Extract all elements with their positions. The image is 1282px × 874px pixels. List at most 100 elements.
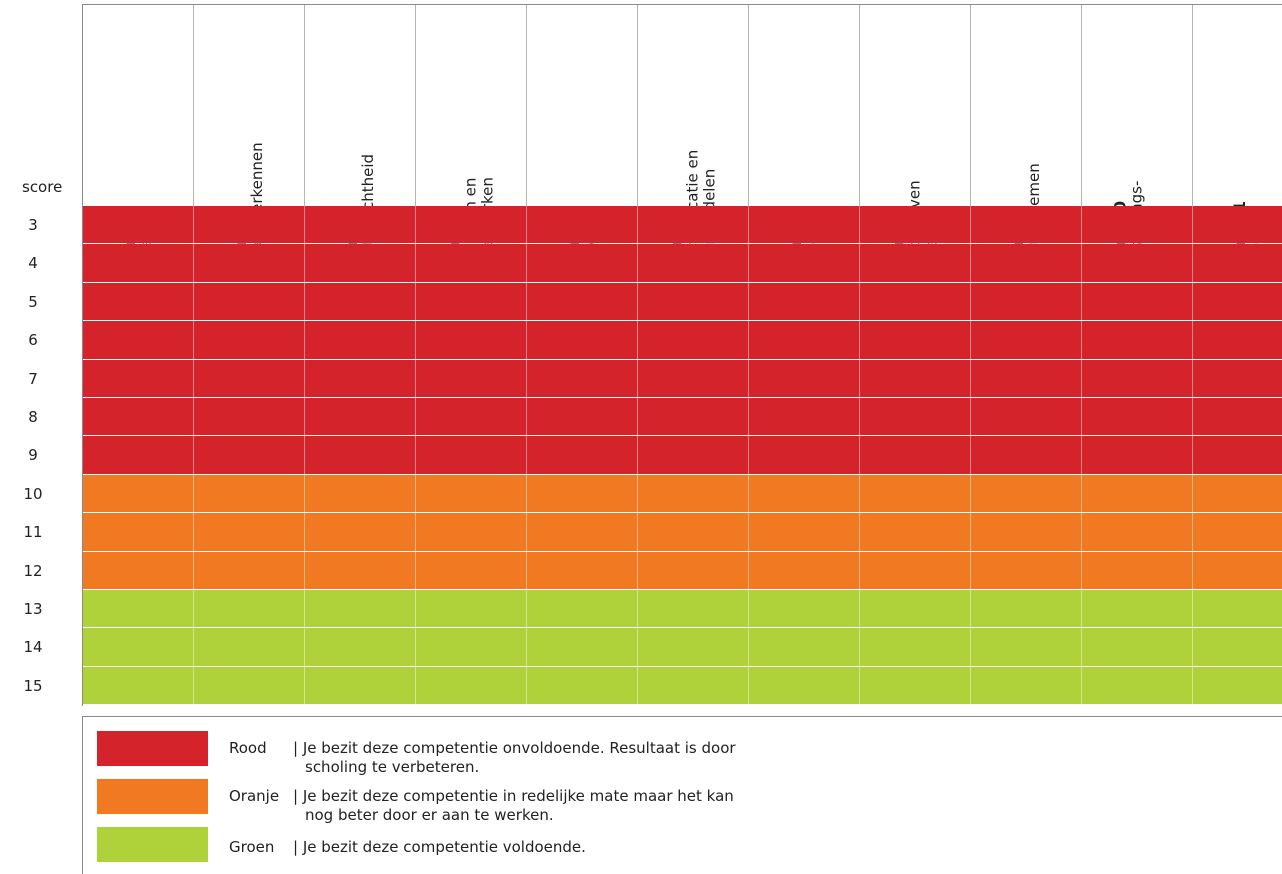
score-cell [305,360,416,397]
score-cell [1193,321,1282,358]
score-cell [638,321,749,358]
score-cell [194,513,305,550]
score-cell [749,552,860,589]
score-cell [1193,283,1282,320]
score-cell [971,436,1082,473]
score-cell [638,436,749,473]
score-cell [527,513,638,550]
score-cell [971,360,1082,397]
legend-name: Oranje [229,787,279,805]
score-cell [416,436,527,473]
score-cell [971,283,1082,320]
score-value: 6 [0,331,66,349]
score-cell [860,667,971,704]
score-header: score [22,178,62,196]
score-cell [83,667,194,704]
score-cell [971,667,1082,704]
score-cell [860,321,971,358]
score-cell [416,590,527,627]
score-cell [749,360,860,397]
legend: Rood | Je bezit deze competentie onvoldoe… [82,716,1282,874]
score-cell [860,206,971,243]
score-cell [305,552,416,589]
column-header-vraag-3: Vraag 3Marktgerichtheid [305,5,416,206]
column-header-vraag-2: Vraag 2Kansen herkennen [194,5,305,206]
score-cell [1193,398,1282,435]
score-row-15 [83,667,1282,705]
score-cell [527,590,638,627]
score-value: 7 [0,370,66,388]
score-cell [194,436,305,473]
score-cell [305,398,416,435]
score-row-6 [83,321,1282,359]
score-cell [194,398,305,435]
legend-description-line: | Je bezit deze competentie voldoende. [293,838,586,856]
score-cell [971,244,1082,281]
score-cell [194,283,305,320]
score-cell [527,360,638,397]
score-cell [860,283,971,320]
score-cell [416,360,527,397]
column-header-vraag-9: Vraag 9Initiatief nemen [971,5,1082,206]
legend-swatch-oranje [97,779,208,814]
score-cell [860,552,971,589]
score-cell [416,321,527,358]
score-cell [1082,398,1193,435]
column-header-vraag-5: Vraag 5Innovatief [527,5,638,206]
score-cell [1193,206,1282,243]
legend-description-line: | Je bezit deze competentie onvoldoende.… [293,739,736,757]
score-cell [416,513,527,550]
score-cell [860,475,971,512]
score-cell [194,360,305,397]
legend-description-line: scholing te verbeteren. [293,758,736,777]
score-cell [971,321,1082,358]
score-row-9 [83,436,1282,474]
score-cell [527,244,638,281]
score-cell [83,321,194,358]
score-cell [638,667,749,704]
score-cell [194,667,305,704]
score-cell [527,398,638,435]
score-cell [527,628,638,665]
score-cell [83,628,194,665]
score-cell [749,398,860,435]
score-row-10 [83,475,1282,513]
score-cell [1193,244,1282,281]
score-cell [1193,628,1282,665]
legend-description-line: nog beter door er aan te werken. [293,806,734,825]
score-cell [305,244,416,281]
column-header-vraag-11: Vraag 11Zelf leren [1193,5,1282,206]
score-cell [638,628,749,665]
score-cell [971,628,1082,665]
score-cell [971,475,1082,512]
score-row-3 [83,206,1282,244]
score-cell [416,552,527,589]
score-cell [860,628,971,665]
score-row-11 [83,513,1282,551]
score-row-13 [83,590,1282,628]
score-cell [194,590,305,627]
score-cell [638,283,749,320]
score-cell [1082,360,1193,397]
score-cell [638,206,749,243]
score-cell [638,552,749,589]
score-cell [305,667,416,704]
score-cell [1193,552,1282,589]
score-cell [527,552,638,589]
score-cell [749,475,860,512]
score-cell [1082,321,1193,358]
legend-description: | Je bezit deze competentie in redelijke… [293,787,734,825]
score-cell [194,552,305,589]
score-cell [1082,283,1193,320]
score-cell [860,436,971,473]
score-rows [83,206,1282,705]
score-value: 3 [0,216,66,234]
score-cell [416,667,527,704]
score-cell [416,206,527,243]
score-value: 4 [0,254,66,272]
score-cell [527,436,638,473]
score-cell [638,513,749,550]
score-cell [971,513,1082,550]
score-cell [1082,436,1193,473]
score-cell [749,244,860,281]
